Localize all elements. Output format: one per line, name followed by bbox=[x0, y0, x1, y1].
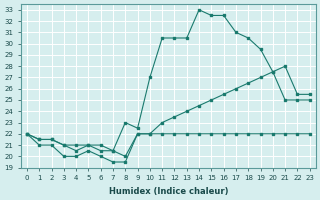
X-axis label: Humidex (Indice chaleur): Humidex (Indice chaleur) bbox=[108, 187, 228, 196]
